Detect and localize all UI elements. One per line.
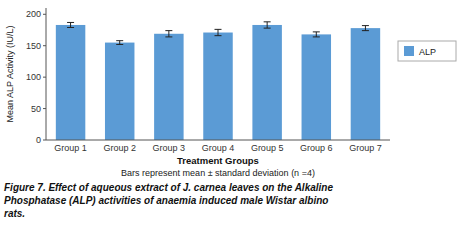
caption: rats. — [4, 208, 25, 219]
x-tick-label: Group 4 — [202, 143, 235, 153]
legend: ALP — [398, 41, 456, 61]
chart-svg: 0 50 100 150 200 Mean ALP Activity (IU/L) Grou… — [0, 0, 472, 225]
error-bar — [264, 22, 271, 28]
y-axis-line — [46, 8, 47, 140]
error-bar — [67, 22, 74, 27]
error-bar-cap — [313, 31, 320, 32]
error-bar — [313, 32, 320, 37]
y-axis-label: Mean ALP Activity (IU/L) — [5, 26, 15, 123]
bar — [105, 43, 134, 140]
plot-marks — [56, 22, 380, 140]
bar — [252, 25, 281, 140]
error-bar-cap — [67, 27, 74, 28]
x-axis-label: Treatment Groups — [177, 155, 259, 166]
y-tick-label: 100 — [26, 72, 41, 82]
error-bar-cap — [67, 22, 74, 23]
error-bar-stem — [365, 26, 366, 31]
error-bar-stem — [218, 29, 219, 35]
bar — [154, 34, 183, 140]
error-bar — [215, 29, 222, 35]
error-bar-cap — [165, 30, 172, 31]
legend-label: ALP — [419, 47, 436, 57]
y-tick-label: 0 — [36, 135, 41, 145]
legend-frame — [398, 41, 456, 61]
error-bar-cap — [215, 35, 222, 36]
caption: Figure 7. Effect of aqueous extract of J… — [4, 182, 333, 193]
error-bar-cap — [116, 44, 123, 45]
error-bar-cap — [362, 30, 369, 31]
subtitle: Bars represent mean ± standard deviation… — [121, 168, 315, 178]
error-bar-cap — [165, 36, 172, 37]
x-axis-line — [46, 140, 390, 141]
y-tick-label: 50 — [31, 104, 41, 114]
error-bar — [362, 26, 369, 31]
bar — [302, 34, 331, 140]
error-bar-cap — [264, 21, 271, 22]
error-bar-cap — [116, 40, 123, 41]
caption: Phosphatase (ALP) activities of anaemia … — [4, 195, 328, 206]
error-bar-cap — [264, 28, 271, 29]
x-tick-label: Group 5 — [251, 143, 284, 153]
error-bar — [116, 41, 123, 45]
bar — [56, 25, 85, 140]
y-tick-label: 150 — [26, 41, 41, 51]
error-bar-cap — [215, 29, 222, 30]
error-bar-cap — [362, 25, 369, 26]
error-bar-cap — [313, 36, 320, 37]
error-bar-stem — [316, 32, 317, 37]
bar — [351, 28, 380, 140]
x-tick-label: Group 3 — [153, 143, 186, 153]
y-tick-label: 200 — [26, 9, 41, 19]
error-bar-stem — [168, 31, 169, 37]
x-tick-label: Group 1 — [54, 143, 87, 153]
x-tick-label: Group 6 — [300, 143, 333, 153]
x-tick-label: Group 7 — [349, 143, 382, 153]
x-tick-label: Group 2 — [103, 143, 136, 153]
error-bar-stem — [70, 22, 71, 27]
error-bar-stem — [267, 22, 268, 28]
legend-swatch — [404, 46, 414, 56]
chart-container: 0 50 100 150 200 Mean ALP Activity (IU/L) Grou… — [0, 0, 472, 225]
bar — [203, 33, 232, 140]
error-bar-stem — [119, 41, 120, 45]
error-bar — [165, 31, 172, 37]
